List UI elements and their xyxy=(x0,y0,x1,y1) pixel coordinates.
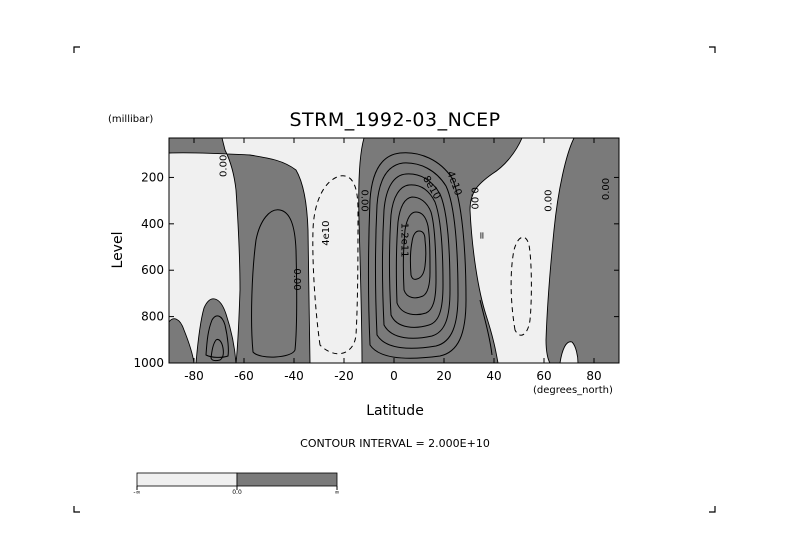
contour-value-label: 0.00 xyxy=(219,155,230,177)
corner-marks xyxy=(73,46,716,513)
colorbar-negative-swatch xyxy=(136,472,238,487)
y-axis-ticks: 200 400 600 800 1000 xyxy=(133,170,619,370)
x-axis-label: Latitude xyxy=(366,403,424,419)
contour-value-label: 0.00 xyxy=(291,268,302,290)
x-tick-label: -40 xyxy=(284,369,304,383)
x-axis-ticks: -80 -60 -40 -20 0 20 40 60 80 xyxy=(184,138,602,383)
shade-south-lower xyxy=(195,298,237,363)
contour-value-label: 0.00 xyxy=(359,189,370,211)
negative-contours xyxy=(312,175,532,355)
x-tick-label: 40 xyxy=(486,369,501,383)
contour-value-label: 1.2e11 xyxy=(399,223,410,258)
shade-north-polar xyxy=(545,138,619,363)
contour-value-label: 0.00 xyxy=(601,178,612,200)
colorbar: -∞ 0.0 ∞ xyxy=(133,472,340,496)
chart-title: STRM_1992-03_NCEP xyxy=(289,109,500,131)
y-tick-label: 400 xyxy=(141,217,164,231)
y-tick-label: 1000 xyxy=(133,356,164,370)
x-tick-label: -80 xyxy=(184,369,204,383)
colorbar-positive-swatch xyxy=(236,472,338,487)
positive-contours xyxy=(205,152,493,362)
colorbar-label-min: -∞ xyxy=(133,489,140,496)
x-tick-label: -20 xyxy=(334,369,354,383)
contour-value-label: 0.00 xyxy=(469,187,480,209)
positive-shading xyxy=(169,138,619,363)
y-tick-label: 600 xyxy=(141,263,164,277)
x-tick-label: 80 xyxy=(586,369,601,383)
x-tick-label: 0 xyxy=(390,369,398,383)
colorbar-label-max: ∞ xyxy=(335,489,340,496)
contour-interval-note: CONTOUR INTERVAL = 2.000E+10 xyxy=(300,437,490,450)
shade-polar-south xyxy=(169,318,195,363)
x-tick-label: 20 xyxy=(436,369,451,383)
contour-value-label: = xyxy=(476,231,487,239)
x-tick-label: -60 xyxy=(234,369,254,383)
y-tick-label: 800 xyxy=(141,310,164,324)
contour-value-label: 0.00 xyxy=(544,189,555,211)
colorbar-label-zero: 0.0 xyxy=(232,489,242,496)
y-units-label: (millibar) xyxy=(108,114,153,125)
shade-south-midlatitude xyxy=(169,138,311,363)
x-tick-label: 60 xyxy=(536,369,551,383)
x-units-label: (degrees_north) xyxy=(533,385,613,396)
contour-value-label: 4e10 xyxy=(321,220,332,245)
y-tick-label: 200 xyxy=(141,170,164,184)
y-axis-label: Level xyxy=(110,232,126,269)
